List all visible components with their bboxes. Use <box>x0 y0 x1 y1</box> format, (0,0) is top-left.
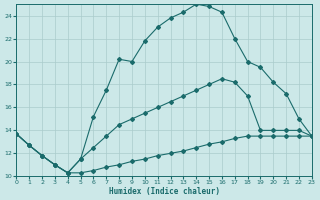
X-axis label: Humidex (Indice chaleur): Humidex (Indice chaleur) <box>108 187 220 196</box>
